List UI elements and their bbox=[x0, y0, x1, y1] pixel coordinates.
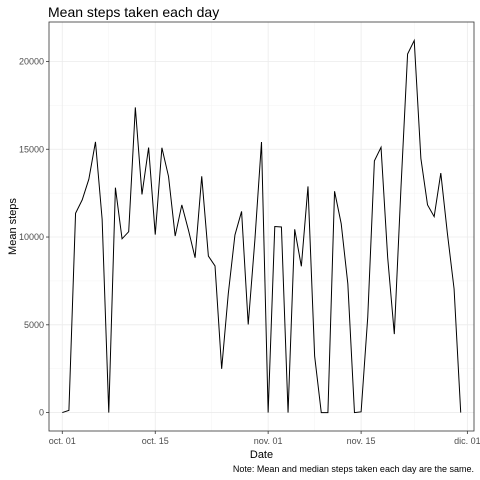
chart-caption: Note: Mean and median steps taken each d… bbox=[233, 464, 474, 474]
x-tick-label: oct. 01 bbox=[49, 436, 76, 446]
x-tick-label: dic. 01 bbox=[454, 436, 480, 446]
x-axis-title: Date bbox=[250, 449, 273, 461]
chart-title: Mean steps taken each day bbox=[48, 4, 219, 20]
y-axis-title: Mean steps bbox=[7, 198, 19, 255]
y-axis: 0 5000 10000 15000 20000 bbox=[19, 56, 49, 418]
panel-border bbox=[48, 21, 475, 432]
series-group bbox=[62, 38, 462, 414]
y-tick-label: 10000 bbox=[19, 232, 44, 242]
grid bbox=[49, 22, 474, 431]
series-line bbox=[62, 38, 462, 414]
x-axis: oct. 01 oct. 15 nov. 01 nov. 15 dic. 01 bbox=[49, 431, 480, 446]
y-tick-label: 20000 bbox=[19, 56, 44, 66]
y-tick-label: 15000 bbox=[19, 144, 44, 154]
x-tick-label: nov. 15 bbox=[347, 436, 376, 446]
y-tick-label: 0 bbox=[39, 408, 44, 418]
x-tick-label: nov. 01 bbox=[254, 436, 283, 446]
y-tick-label: 5000 bbox=[24, 320, 44, 330]
x-tick-label: oct. 15 bbox=[142, 436, 169, 446]
